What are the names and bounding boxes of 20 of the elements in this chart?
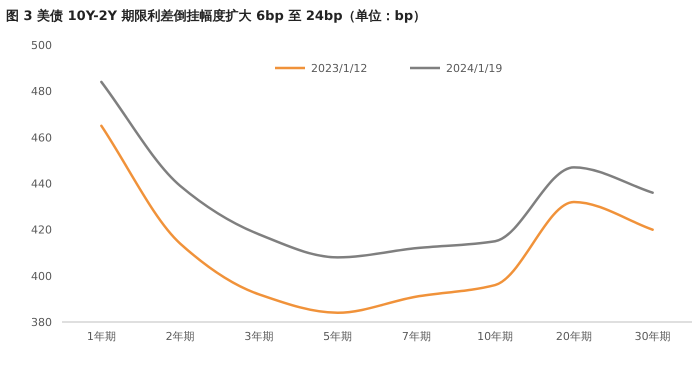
y-tick-label: 460 <box>31 131 52 144</box>
x-tick-label: 7年期 <box>402 330 431 343</box>
y-tick-label: 440 <box>31 178 52 190</box>
y-tick-label: 500 <box>31 39 52 52</box>
legend-label: 2024/1/19 <box>446 62 502 75</box>
line-series <box>100 124 654 314</box>
x-tick-label: 5年期 <box>323 330 352 343</box>
y-tick-label: 420 <box>31 224 52 237</box>
x-tick-label: 10年期 <box>477 330 514 343</box>
y-tick-label: 380 <box>31 316 52 329</box>
legend-label: 2023/1/12 <box>311 62 368 75</box>
x-tick-label: 20年期 <box>556 330 592 343</box>
y-tick-label: 400 <box>31 270 52 283</box>
x-tick-label: 2年期 <box>166 330 195 343</box>
line-series <box>100 80 654 259</box>
x-tick-label: 3年期 <box>244 330 274 343</box>
x-tick-label: 1年期 <box>86 330 116 343</box>
y-tick-label: 480 <box>31 85 52 98</box>
x-tick-label: 30年期 <box>634 330 671 343</box>
chart-title: 图 3 美债 10Y-2Y 期限利差倒挂幅度扩大 6bp 至 24bp（单位：bp） <box>6 8 426 24</box>
